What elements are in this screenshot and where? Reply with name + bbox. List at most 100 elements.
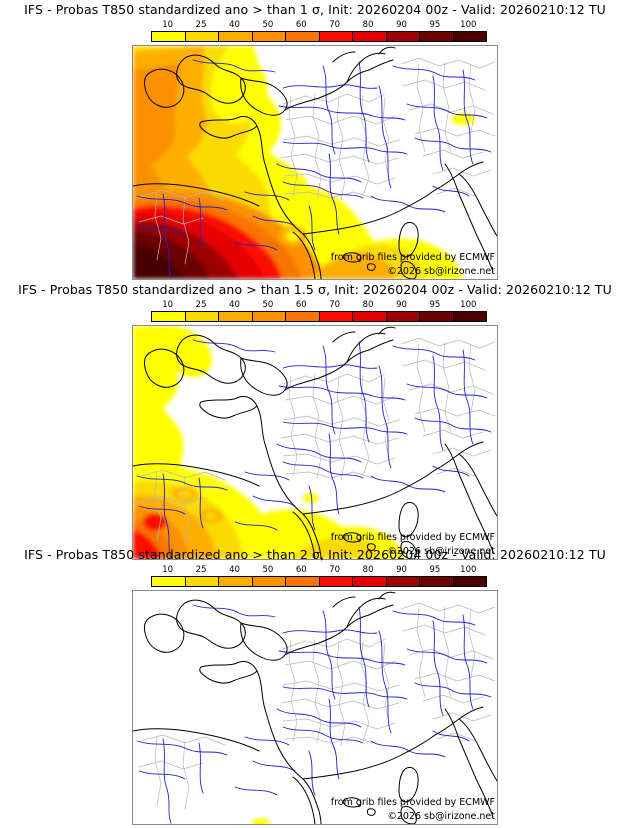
colorbar-ticks: 10 25 40 50 60 70 80 90 95 100 (151, 300, 485, 311)
colorbar-segment-60 (286, 32, 320, 41)
colorbar-segment-95 (420, 577, 454, 586)
admin-borders (138, 602, 496, 810)
colorbar-tick-90: 90 (396, 20, 407, 30)
probability-panel-15sigma: IFS - Probas T850 standardized ano > tha… (0, 280, 630, 560)
rivers (136, 604, 492, 824)
geography-overlay (133, 46, 497, 279)
colorbar-tick-95: 95 (429, 565, 441, 575)
panel-title: IFS - Probas T850 standardized ano > tha… (24, 547, 606, 562)
map-canvas-1sigma[interactable]: from grib files provided by ECMWF ©2026 … (132, 45, 498, 280)
colorbar-tick-60: 60 (295, 565, 307, 575)
copyright-notice: ©2026 sb@irizone.net (387, 546, 495, 557)
colorbar-swatches (151, 31, 487, 42)
colorbar-tick-90: 90 (396, 300, 407, 310)
probability-field (133, 326, 497, 559)
colorbar-segment-100 (453, 32, 486, 41)
colorbar-tick-100: 100 (460, 300, 477, 310)
copyright-notice: ©2026 sb@irizone.net (387, 811, 495, 822)
colorbar-segment-100 (453, 312, 486, 321)
colorbar-1sigma: 10 25 40 50 60 70 80 90 95 100 (151, 20, 487, 42)
colorbar-tick-10: 10 (162, 565, 174, 575)
colorbar-segment-10 (152, 32, 186, 41)
colorbar-ticks: 10 25 40 50 60 70 80 90 95 100 (151, 20, 485, 31)
colorbar-tick-100: 100 (460, 20, 477, 30)
colorbar-tick-25: 25 (195, 20, 207, 30)
colorbar-segment-40 (219, 577, 253, 586)
data-source-credit: from grib files provided by ECMWF (330, 797, 495, 808)
colorbar-tick-25: 25 (195, 565, 207, 575)
colorbar-swatches (151, 311, 487, 322)
colorbar-2sigma: 10 25 40 50 60 70 80 90 95 100 (151, 565, 487, 587)
colorbar-segment-40 (219, 312, 253, 321)
colorbar-segment-70 (319, 32, 353, 41)
geography-overlay (133, 591, 497, 824)
colorbar-tick-40: 40 (229, 300, 240, 310)
colorbar-segment-50 (252, 312, 286, 321)
colorbar-segment-95 (420, 312, 454, 321)
colorbar-tick-40: 40 (229, 20, 240, 30)
colorbar-segment-100 (453, 577, 486, 586)
copyright-notice: ©2026 sb@irizone.net (387, 266, 495, 277)
probability-field (133, 591, 497, 824)
colorbar-segment-70 (319, 312, 353, 321)
map-canvas-2sigma[interactable]: from grib files provided by ECMWF ©2026 … (132, 590, 498, 825)
colorbar-ticks: 10 25 40 50 60 70 80 90 95 100 (151, 565, 485, 576)
colorbar-tick-70: 70 (329, 300, 341, 310)
admin-borders (138, 337, 496, 545)
colorbar-segment-50 (252, 32, 286, 41)
map-svg (133, 326, 497, 559)
colorbar-segment-10 (152, 577, 186, 586)
geography-overlay (133, 326, 497, 559)
colorbar-segment-50 (252, 577, 286, 586)
colorbar-segment-70 (319, 577, 353, 586)
coastlines (133, 591, 497, 824)
colorbar-15sigma: 10 25 40 50 60 70 80 90 95 100 (151, 300, 487, 322)
colorbar-tick-60: 60 (295, 300, 307, 310)
colorbar-tick-100: 100 (460, 565, 477, 575)
colorbar-segment-25 (185, 312, 219, 321)
colorbar-tick-70: 70 (329, 565, 341, 575)
colorbar-segment-80 (353, 577, 387, 586)
rivers (136, 59, 492, 279)
colorbar-segment-80 (353, 312, 387, 321)
colorbar-swatches (151, 576, 487, 587)
colorbar-tick-95: 95 (429, 20, 441, 30)
colorbar-tick-50: 50 (262, 20, 274, 30)
colorbar-tick-95: 95 (429, 300, 441, 310)
colorbar-tick-90: 90 (396, 565, 407, 575)
colorbar-tick-70: 70 (329, 20, 341, 30)
colorbar-tick-80: 80 (362, 300, 374, 310)
colorbar-tick-10: 10 (162, 300, 174, 310)
rivers (136, 339, 492, 559)
probability-panel-1sigma: IFS - Probas T850 standardized ano > tha… (0, 0, 630, 280)
data-source-credit: from grib files provided by ECMWF (330, 532, 495, 543)
colorbar-segment-25 (185, 32, 219, 41)
data-source-credit: from grib files provided by ECMWF (330, 252, 495, 263)
colorbar-tick-80: 80 (362, 565, 374, 575)
colorbar-segment-60 (286, 577, 320, 586)
colorbar-tick-60: 60 (295, 20, 307, 30)
coastlines (133, 326, 497, 559)
colorbar-tick-25: 25 (195, 300, 207, 310)
colorbar-segment-40 (219, 32, 253, 41)
colorbar-segment-90 (386, 577, 420, 586)
colorbar-tick-10: 10 (162, 20, 174, 30)
colorbar-tick-50: 50 (262, 565, 274, 575)
probability-field (133, 46, 497, 279)
colorbar-tick-40: 40 (229, 565, 240, 575)
map-svg (133, 46, 497, 279)
colorbar-segment-95 (420, 32, 454, 41)
colorbar-segment-25 (185, 577, 219, 586)
map-svg (133, 591, 497, 824)
probability-panel-2sigma: IFS - Probas T850 standardized ano > tha… (0, 545, 630, 828)
colorbar-tick-50: 50 (262, 300, 274, 310)
map-canvas-15sigma[interactable]: from grib files provided by ECMWF ©2026 … (132, 325, 498, 560)
colorbar-segment-90 (386, 312, 420, 321)
panel-title: IFS - Probas T850 standardized ano > tha… (18, 282, 612, 297)
panel-title: IFS - Probas T850 standardized ano > tha… (24, 2, 606, 17)
colorbar-segment-60 (286, 312, 320, 321)
colorbar-segment-90 (386, 32, 420, 41)
colorbar-segment-80 (353, 32, 387, 41)
coastlines (133, 46, 497, 279)
colorbar-segment-10 (152, 312, 186, 321)
